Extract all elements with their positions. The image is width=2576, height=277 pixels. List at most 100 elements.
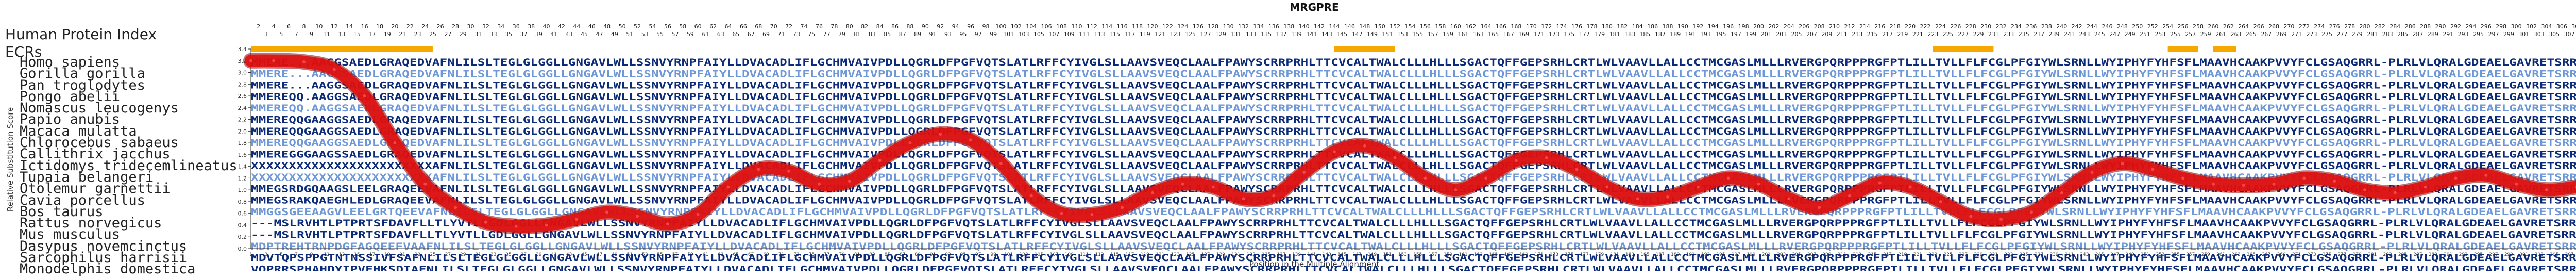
human-index-tick-label: 108: [1056, 23, 1067, 30]
human-index-tick-label: 240: [2056, 23, 2067, 30]
human-index-tick-label: 53: [641, 31, 649, 38]
human-index-tick-label: 65: [732, 31, 739, 38]
human-index-tick-label: 223: [1927, 31, 1938, 38]
x-tick-label: 113: [1095, 252, 1104, 257]
x-tick-label: 209: [1822, 252, 1831, 257]
x-tick-label: 145: [1337, 252, 1346, 257]
human-index-tick-label: 2: [257, 23, 260, 30]
human-index-tick-label: 38: [528, 23, 535, 30]
human-index-tick-label: 70: [770, 23, 777, 30]
human-index-tick-label: 226: [1950, 23, 1961, 30]
x-tick-label: 271: [2292, 252, 2301, 257]
human-index-tick-label: 288: [2420, 23, 2431, 30]
human-index-tick-label: 232: [1996, 23, 2007, 30]
score-point: [757, 168, 760, 171]
score-point: [2181, 176, 2185, 180]
human-index-tick-label: 6: [287, 23, 291, 30]
human-index-tick-label: 138: [1283, 23, 1294, 30]
score-point: [423, 182, 427, 186]
human-index-tick-label: 259: [2200, 31, 2211, 38]
x-tick-label: 283: [2383, 252, 2392, 257]
species-name: Tupaia belangeri: [20, 169, 154, 185]
score-point: [2242, 184, 2245, 187]
human-index-tick-label: 17: [368, 31, 376, 38]
human-index-tick-label: 19: [384, 31, 391, 38]
x-tick-label: 71: [778, 252, 784, 257]
human-index-tick-label: 177: [1579, 31, 1590, 38]
score-point: [249, 59, 252, 62]
human-index-tick-label: 39: [535, 31, 543, 38]
human-index-tick-label: 215: [1867, 31, 1878, 38]
human-index-tick-label: 238: [2041, 23, 2052, 30]
score-point: [1818, 206, 1821, 209]
score-point: [1484, 176, 1488, 180]
human-index-tick-label: 233: [2003, 31, 2014, 38]
score-point: [1121, 206, 1124, 209]
human-index-tick-label: 136: [1268, 23, 1279, 30]
ecr-bar: [1334, 46, 1395, 52]
human-index-tick-label: 187: [1655, 31, 1666, 38]
human-index-tick-label: 251: [2140, 31, 2150, 38]
species-name: Papio anubis: [20, 111, 121, 128]
human-index-tick-label: 13: [338, 31, 345, 38]
x-tick-label: 299: [2504, 252, 2513, 257]
y-tick-label: 3.4: [238, 46, 247, 53]
y-tick-label: 0.2: [238, 234, 247, 240]
x-tick-label: 211: [1838, 252, 1846, 257]
x-tick-label: 45: [581, 252, 587, 257]
x-tick-label: 101: [1004, 252, 1013, 257]
x-tick-label: 107: [1049, 252, 1058, 257]
x-tick-label: 293: [2459, 252, 2468, 257]
x-tick-label: 305: [2550, 252, 2558, 257]
human-index-tick-label: 18: [376, 23, 383, 30]
human-index-tick-label: 211: [1837, 31, 1848, 38]
score-point: [1151, 191, 1155, 194]
x-tick-label: 261: [2216, 252, 2225, 257]
human-index-tick-label: 95: [959, 31, 967, 38]
species-name: Chlorocebus sabaeus: [20, 135, 179, 151]
human-index-tick-label: 229: [1973, 31, 1984, 38]
x-tick-label: 51: [627, 252, 633, 257]
species-name: Macaca mulatta: [20, 123, 137, 139]
score-point: [2515, 182, 2518, 186]
human-index-tick-label: 274: [2314, 23, 2325, 30]
human-index-tick-label: 5: [279, 31, 283, 38]
score-point: [787, 169, 791, 173]
x-tick-label: 9: [310, 252, 313, 257]
x-tick-label: 153: [1398, 252, 1407, 257]
x-tick-label: 181: [1610, 252, 1619, 257]
alignment-row: MMERE...AAGGSAEDLGRAQEDVAFNLILSLTEGLGLGG…: [251, 80, 2576, 91]
human-index-tick-label: 159: [1443, 31, 1453, 38]
x-tick-label: 207: [1807, 252, 1816, 257]
human-index-tick-label: 112: [1087, 23, 1097, 30]
x-tick-label: 285: [2398, 252, 2407, 257]
human-index-tick-label: 225: [1943, 31, 1954, 38]
alignment-row: MMEREGGGAAGSSAEDLGRAQEDVAFNLILSLTEGLGLGG…: [251, 149, 2576, 160]
human-index-tick-label: 25: [429, 31, 436, 38]
human-index-tick-label: 99: [990, 31, 997, 38]
human-index-tick-label: 58: [679, 23, 686, 30]
human-index-tick-label: 148: [1359, 23, 1370, 30]
human-index-tick-label: 45: [581, 31, 588, 38]
human-index-tick-label: 173: [1549, 31, 1560, 38]
human-index-tick-label: 152: [1389, 23, 1400, 30]
human-index-tick-label: 158: [1435, 23, 1446, 30]
human-index-tick-label: 262: [2223, 23, 2234, 30]
score-point: [1393, 156, 1397, 159]
human-index-tick-label: 289: [2428, 31, 2438, 38]
human-index-tick-label: 28: [452, 23, 459, 30]
human-index-tick-label: 282: [2375, 23, 2385, 30]
x-tick-label: 191: [1686, 252, 1695, 257]
x-tick-label: 115: [1110, 252, 1119, 257]
x-tick-label: 163: [1474, 252, 1483, 257]
score-point: [363, 94, 366, 98]
x-tick-label: 199: [1747, 252, 1755, 257]
human-index-tick-label: 111: [1079, 31, 1090, 38]
x-tick-label: 265: [2247, 252, 2256, 257]
score-point: [1605, 185, 1609, 189]
human-index-tick-label: 269: [2276, 31, 2287, 38]
x-tick-label: 219: [1898, 252, 1907, 257]
score-point: [332, 68, 336, 71]
x-tick-label: 59: [687, 252, 693, 257]
human-index-tick-label: 303: [2534, 31, 2545, 38]
